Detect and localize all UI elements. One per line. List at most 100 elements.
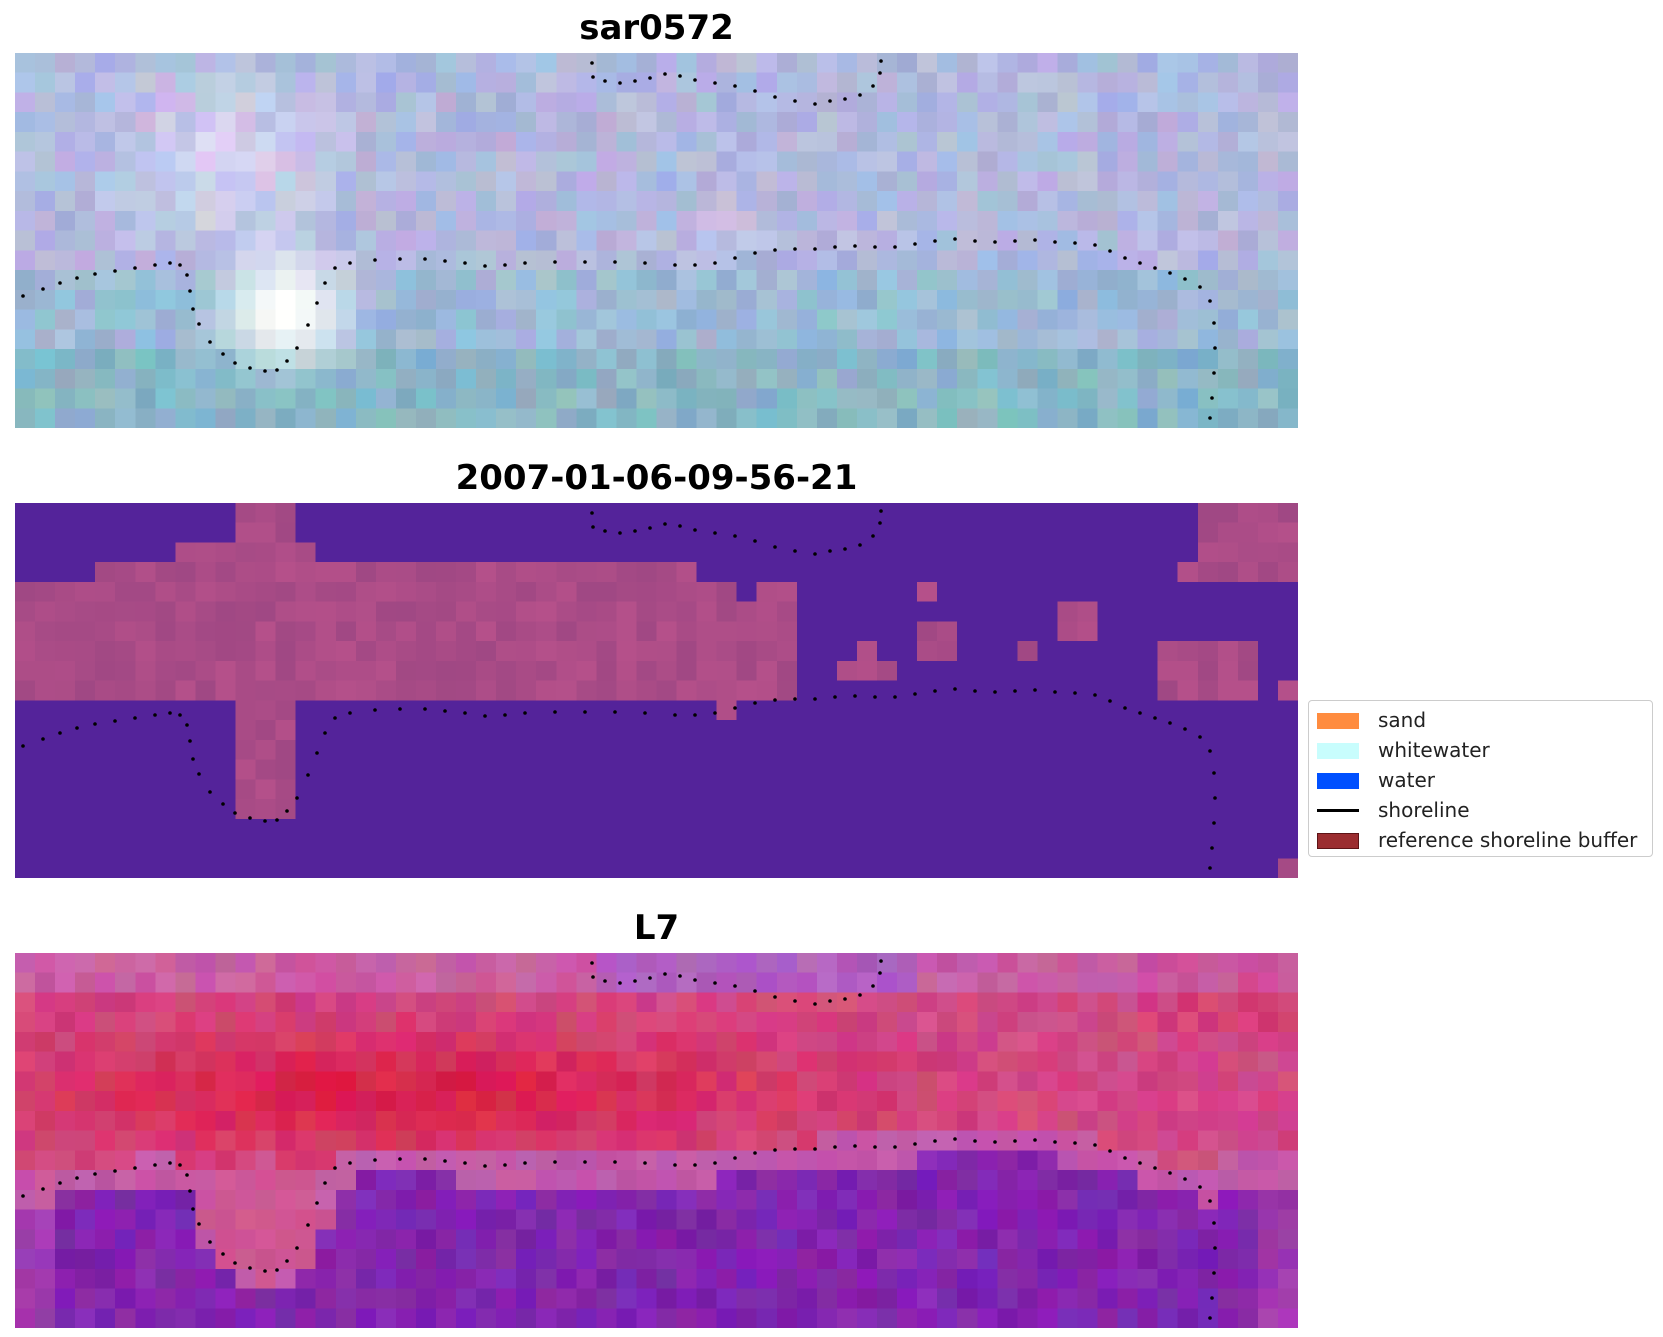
shoreline-dot [553,260,557,264]
legend-label-whitewater: whitewater [1378,738,1490,762]
shoreline-dot [713,81,717,85]
shoreline-dot [133,716,137,720]
shoreline-dot [973,1139,977,1143]
shoreline-dot [1198,735,1202,739]
shoreline-dot [1168,721,1172,725]
shoreline-dot [275,818,279,822]
shoreline-dot [113,269,117,273]
shoreline-dot [113,719,117,723]
shoreline-dot [793,99,797,103]
shoreline-dot [833,1145,837,1149]
shoreline-dot [878,71,882,75]
shoreline-dot [553,710,557,714]
shoreline-dot [753,89,757,93]
shoreline-dot [275,368,279,372]
shoreline-dot [933,1139,937,1143]
shoreline-dot [483,1164,487,1168]
shoreline-dot [1138,711,1142,715]
shoreline-dot [713,711,717,715]
shoreline-dot [1053,690,1057,694]
shoreline-dot [833,695,837,699]
shoreline-dot [733,84,737,88]
legend-item-sand: sand [1317,705,1647,735]
shoreline-dot [618,981,622,985]
shoreline-dot [553,1160,557,1164]
shoreline-dot [693,978,697,982]
shoreline-dot [993,690,997,694]
shoreline-dot [953,687,957,691]
shoreline-dot [693,528,697,532]
shoreline-dot [828,99,832,103]
shoreline-dot [1212,1271,1216,1275]
shoreline-dot [263,1269,267,1273]
shoreline-dot [93,1172,97,1176]
shoreline-dot [1108,1149,1112,1153]
shoreline-dot [793,999,797,1003]
shoreline-dot [423,1157,427,1161]
shoreline-dot [913,242,917,246]
shoreline-dot [613,710,617,714]
shoreline-dot [58,281,62,285]
shoreline-dot [733,1156,737,1160]
shoreline-dot [398,707,402,711]
shoreline-dot [41,1187,45,1191]
shoreline-dot [733,706,737,710]
legend-item-shoreline: shoreline [1317,795,1647,825]
shoreline-dot [185,723,189,727]
whitewater-swatch-icon [1317,743,1359,759]
shoreline-dot [1212,771,1216,775]
shoreline-dot [879,509,883,513]
shoreline-dot [1208,749,1212,753]
shoreline-dot [233,1261,237,1265]
shoreline-dot [873,695,877,699]
shoreline-dot [813,1147,817,1151]
shoreline-dot [713,261,717,265]
shoreline-dot [713,981,717,985]
shoreline-dot [678,974,682,978]
shoreline-dot [233,361,237,365]
shoreline-dot [693,263,697,267]
shoreline-dot [733,256,737,260]
shoreline-dot [113,1169,117,1173]
shoreline-dot [58,731,62,735]
shoreline-dot [879,59,883,63]
shoreline-dot [323,1181,327,1185]
shoreline-dot [678,74,682,78]
shoreline-dot [463,1161,467,1165]
shoreline-dot [1013,1139,1017,1143]
shoreline-dot [423,707,427,711]
rgb-image-canvas [15,53,1298,428]
shoreline-dot [753,251,757,255]
shoreline-dot [773,1148,777,1152]
shoreline-dot [295,346,299,350]
shoreline-dot [1108,249,1112,253]
shoreline-dot [188,1189,192,1193]
shoreline-line-icon [1317,809,1359,812]
shoreline-dot [873,245,877,249]
shoreline-dot [463,261,467,265]
shoreline-dot [618,81,622,85]
shoreline-dot [295,796,299,800]
shoreline-dot [168,1161,172,1165]
shoreline-dot [793,549,797,553]
shoreline-dot [348,711,352,715]
shoreline-dot [1212,371,1216,375]
legend-label-shoreline: shoreline [1378,798,1470,822]
shoreline-dot [208,1240,212,1244]
shoreline-dot [693,713,697,717]
shoreline-dot [733,534,737,538]
water-swatch-icon [1317,773,1359,789]
shoreline-dot [733,984,737,988]
shoreline-dot [263,819,267,823]
shoreline-dot [1073,241,1077,245]
shoreline-dot [1210,846,1214,850]
shoreline-dot [178,713,182,717]
legend-label-reference-shoreline-buffer: reference shoreline buffer [1378,828,1638,852]
panel-rgb-image [15,53,1298,428]
shoreline-dot [41,287,45,291]
shoreline-dot [295,1246,299,1250]
panel-index-image [15,953,1298,1328]
shoreline-dot [633,529,637,533]
shoreline-dot [893,695,897,699]
shoreline-dot [648,526,652,530]
